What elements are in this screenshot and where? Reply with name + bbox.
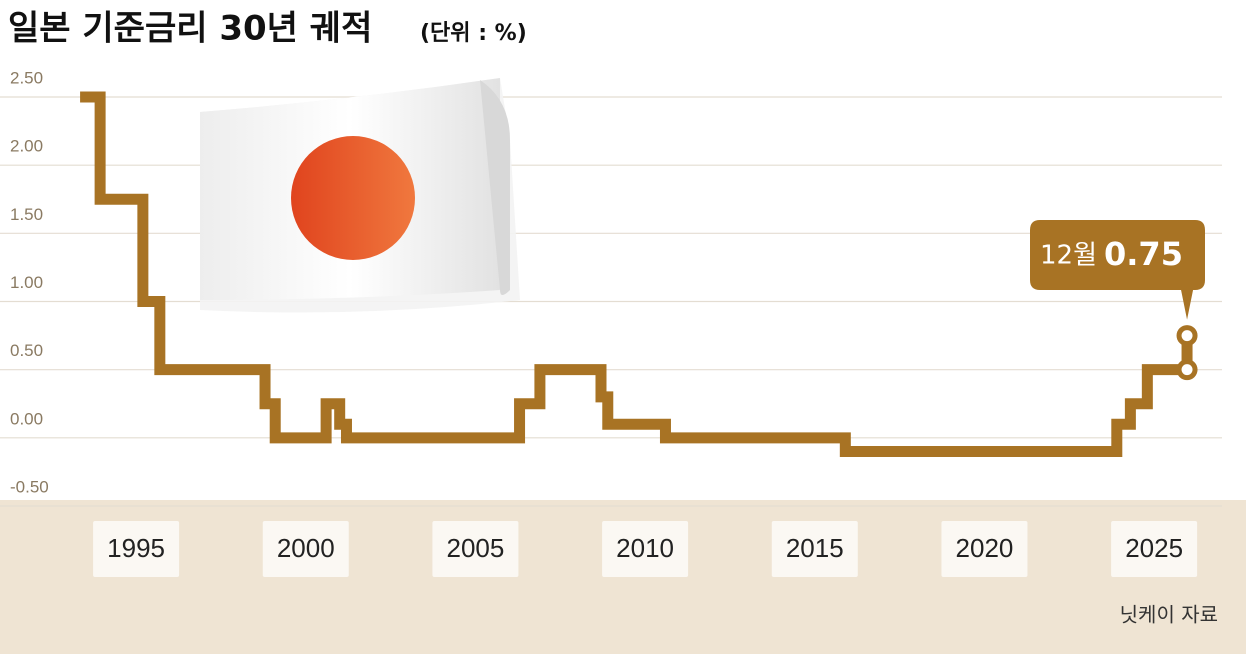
x-tick-label: 2000 [277,533,335,563]
y-tick-label: 1.00 [10,273,43,292]
y-tick-label: 1.50 [10,205,43,224]
y-tick-label: -0.50 [10,477,49,496]
flag [200,78,520,313]
x-tick-label: 2020 [956,533,1014,563]
chart-subtitle: (단위 : %) [420,21,527,46]
x-tick-box [602,521,689,577]
y-tick-label: 0.50 [10,341,43,360]
x-tick-box [771,521,858,577]
x-tick-label: 2010 [616,533,674,563]
x-tick-box [941,521,1028,577]
x-tick-box [432,521,519,577]
point-marker [1176,359,1198,381]
x-tick-label: 2015 [786,533,844,563]
plot: 12월 0.75 [80,91,1205,457]
x-tick-box [93,521,180,577]
x-tick-label: 2025 [1125,533,1183,563]
annotation: 12월 [1040,241,1097,271]
y-tick-label: 0.00 [10,409,43,428]
x-tick-label: 2005 [447,533,505,563]
callout [1030,220,1205,320]
point-marker [1176,325,1198,347]
source: 닛케이 자료 [1120,603,1218,627]
x-tick-box [1111,521,1198,577]
y-tick-label: 2.50 [10,68,43,87]
value-label: 0.75 [1104,235,1183,273]
chart-title: 일본 기준금리 30년 궤적 [8,9,372,49]
x-tick-box [262,521,349,577]
y-tick-label: 2.00 [10,137,43,156]
x-tick-label: 1995 [107,533,165,563]
rate-line [80,91,1193,457]
